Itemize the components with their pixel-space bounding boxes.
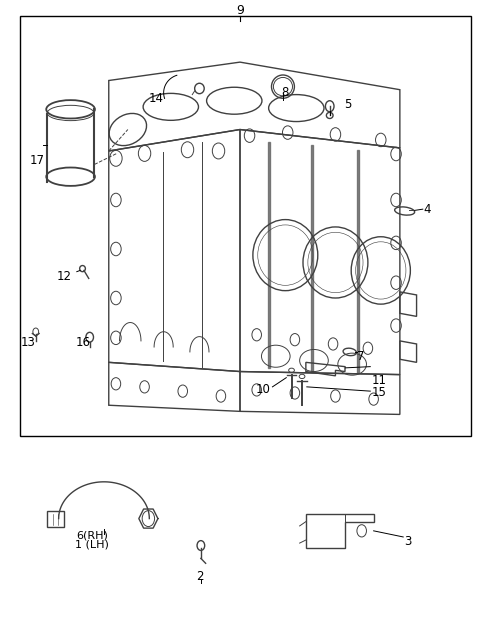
Text: 14: 14 [149,92,164,106]
Text: 1 (LH): 1 (LH) [75,540,109,549]
Bar [21,16,471,436]
Text: 15: 15 [371,386,386,399]
FancyBboxPatch shape [47,511,64,527]
Text: 10: 10 [256,383,271,396]
Text: 2: 2 [196,570,203,583]
Text: 9: 9 [236,4,244,17]
Text: 3: 3 [405,535,412,548]
Text: 8: 8 [282,86,289,99]
Text: 16: 16 [75,336,90,349]
Text: 17: 17 [30,154,45,167]
Text: 5: 5 [344,98,351,111]
Text: 6(RH): 6(RH) [76,530,108,540]
Text: 12: 12 [56,270,71,283]
Text: 4: 4 [424,203,431,216]
Text: 13: 13 [21,336,36,349]
Text: 7: 7 [357,350,364,363]
Text: 11: 11 [371,375,386,387]
